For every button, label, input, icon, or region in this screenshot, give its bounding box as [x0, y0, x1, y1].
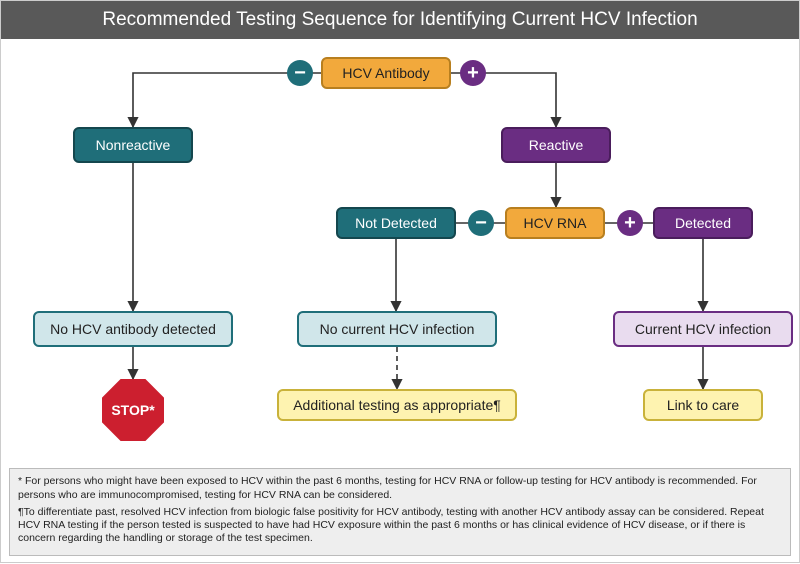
diagram-canvas: Recommended Testing Sequence for Identif… [0, 0, 800, 563]
node-current: Current HCV infection [613, 311, 793, 347]
node-no-infection: No current HCV infection [297, 311, 497, 347]
node-nonreactive: Nonreactive [73, 127, 193, 163]
badge-rna-plus: + [617, 210, 643, 236]
badge-ab-plus: + [460, 60, 486, 86]
node-hcv-rna: HCV RNA [505, 207, 605, 239]
node-link-care: Link to care [643, 389, 763, 421]
node-hcv-antibody: HCV Antibody [321, 57, 451, 89]
node-no-ab: No HCV antibody detected [33, 311, 233, 347]
node-detected: Detected [653, 207, 753, 239]
node-not-detected: Not Detected [336, 207, 456, 239]
footnotes: * For persons who might have been expose… [9, 468, 791, 556]
node-reactive: Reactive [501, 127, 611, 163]
stop-sign: STOP* [102, 379, 164, 441]
badge-rna-minus: − [468, 210, 494, 236]
footnote-pilcrow: ¶To differentiate past, resolved HCV inf… [18, 506, 782, 545]
node-additional: Additional testing as appropriate¶ [277, 389, 517, 421]
badge-ab-minus: − [287, 60, 313, 86]
footnote-asterisk: * For persons who might have been expose… [18, 475, 782, 501]
title-bar: Recommended Testing Sequence for Identif… [1, 1, 799, 39]
